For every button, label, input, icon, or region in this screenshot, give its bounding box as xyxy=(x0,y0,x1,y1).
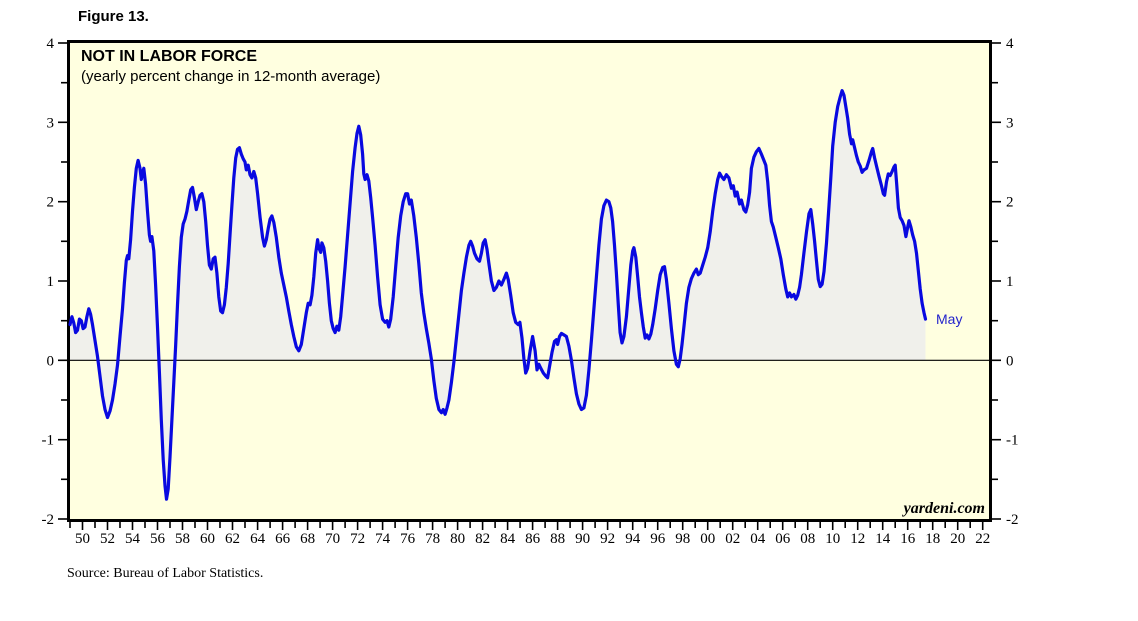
chart-title: NOT IN LABOR FORCE xyxy=(81,48,257,65)
x-tick-label: 04 xyxy=(750,531,766,547)
x-tick-label: 68 xyxy=(300,531,315,547)
x-tick-label: 12 xyxy=(850,531,865,547)
x-tick-label: 20 xyxy=(950,531,965,547)
x-tick-label: 96 xyxy=(650,531,666,547)
watermark-yardeni: yardeni.com xyxy=(903,500,985,517)
x-tick-label: 94 xyxy=(625,531,641,547)
x-tick-label: 82 xyxy=(475,531,490,547)
x-tick-label: 10 xyxy=(825,531,840,547)
y-tick-label-right: -1 xyxy=(1006,433,1019,449)
series-end-annotation: May xyxy=(936,311,963,327)
x-tick-label: 16 xyxy=(900,531,916,547)
x-tick-label: 66 xyxy=(275,531,291,547)
x-tick-label: 54 xyxy=(125,531,141,547)
x-tick-label: 14 xyxy=(875,531,891,547)
x-tick-label: 86 xyxy=(525,531,541,547)
x-tick-label: 06 xyxy=(775,531,791,547)
x-tick-label: 60 xyxy=(200,531,215,547)
x-tick-label: 52 xyxy=(100,531,115,547)
x-tick-label: 80 xyxy=(450,531,465,547)
y-tick-label-right: -2 xyxy=(1006,512,1019,528)
y-tick-label-left: -1 xyxy=(42,433,55,449)
x-tick-label: 72 xyxy=(350,531,365,547)
x-tick-label: 92 xyxy=(600,531,615,547)
x-tick-label: 02 xyxy=(725,531,740,547)
x-tick-label: 74 xyxy=(375,531,391,547)
x-tick-label: 18 xyxy=(925,531,940,547)
source-attribution: Source: Bureau of Labor Statistics. xyxy=(67,566,264,581)
x-tick-label: 62 xyxy=(225,531,240,547)
x-tick-label: 88 xyxy=(550,531,565,547)
x-tick-label: 22 xyxy=(975,531,990,547)
x-tick-label: 58 xyxy=(175,531,190,547)
y-tick-label-right: 0 xyxy=(1006,353,1014,369)
y-tick-label-left: 3 xyxy=(47,115,55,131)
plot-area: NOT IN LABOR FORCE (yearly percent chang… xyxy=(67,40,992,522)
x-tick-label: 78 xyxy=(425,531,440,547)
y-tick-label-right: 1 xyxy=(1006,274,1014,290)
y-tick-label-right: 2 xyxy=(1006,195,1014,211)
x-tick-label: 84 xyxy=(500,531,516,547)
x-tick-label: 56 xyxy=(150,531,166,547)
chart-title-block: NOT IN LABOR FORCE (yearly percent chang… xyxy=(81,47,380,86)
y-tick-label-right: 4 xyxy=(1006,36,1014,52)
x-tick-label: 90 xyxy=(575,531,590,547)
chart-subtitle: (yearly percent change in 12-month avera… xyxy=(81,68,381,85)
x-tick-label: 70 xyxy=(325,531,340,547)
x-tick-label: 50 xyxy=(75,531,90,547)
x-tick-label: 64 xyxy=(250,531,266,547)
y-tick-label-left: 2 xyxy=(47,195,55,211)
x-tick-label: 76 xyxy=(400,531,416,547)
x-tick-label: 08 xyxy=(800,531,815,547)
y-tick-label-right: 3 xyxy=(1006,115,1014,131)
y-tick-label-left: 0 xyxy=(47,353,55,369)
figure-label: Figure 13. xyxy=(78,8,149,25)
y-tick-label-left: 1 xyxy=(47,274,55,290)
x-tick-label: 00 xyxy=(700,531,715,547)
x-tick-label: 98 xyxy=(675,531,690,547)
y-tick-label-left: -2 xyxy=(42,512,55,528)
y-tick-label-left: 4 xyxy=(47,36,55,52)
